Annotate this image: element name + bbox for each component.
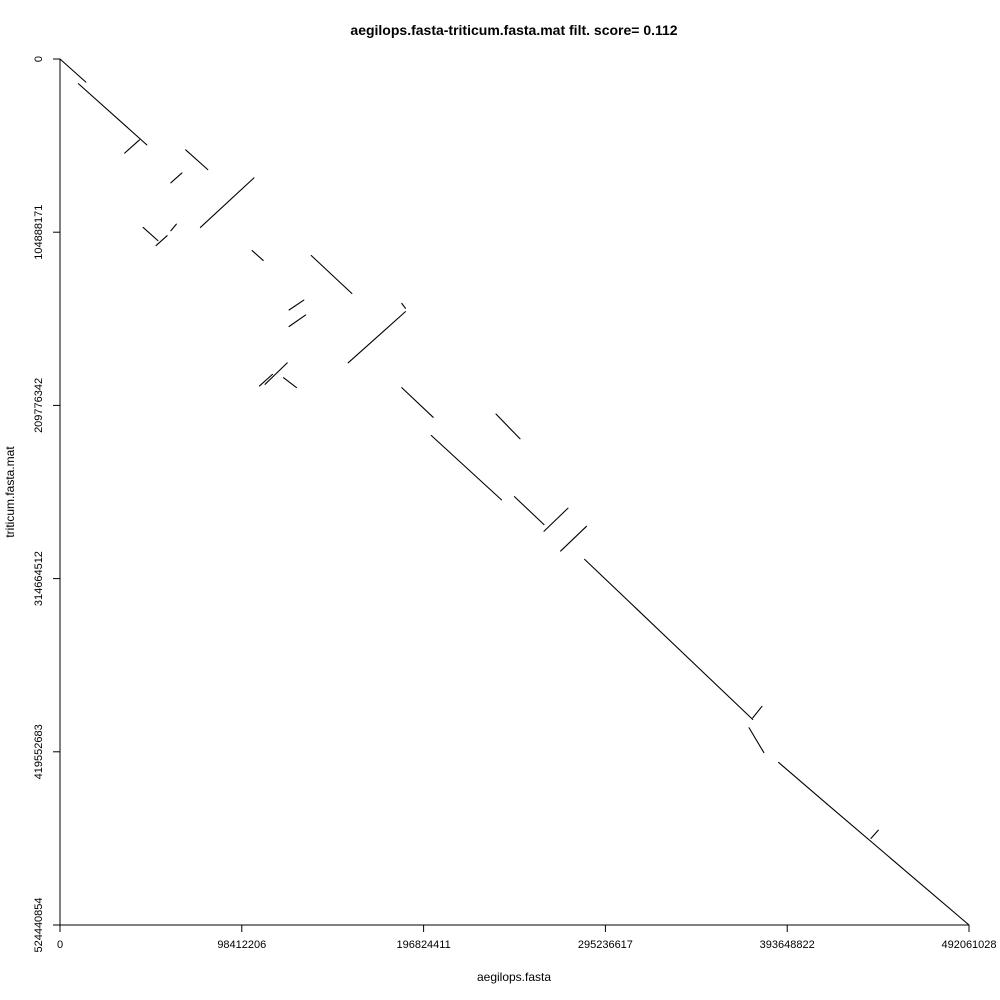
alignment-segment xyxy=(170,223,177,232)
x-tick-label: 492061028 xyxy=(941,939,996,951)
y-tick-label: 209776342 xyxy=(33,378,45,433)
alignment-segment xyxy=(251,249,264,262)
alignment-segment xyxy=(347,311,407,364)
y-tick-label: 524440854 xyxy=(33,897,45,952)
alignment-segment xyxy=(748,727,765,754)
alignment-segment xyxy=(870,829,879,839)
alignment-segment xyxy=(752,705,763,719)
alignment-segment xyxy=(282,377,298,389)
x-axis-label: aegilops.fasta xyxy=(477,970,551,984)
alignment-segment xyxy=(495,413,521,440)
chart-title: aegilops.fasta-triticum.fasta.mat filt. … xyxy=(350,22,677,38)
alignment-segment xyxy=(288,314,307,328)
alignment-segment xyxy=(310,254,353,295)
alignment-segment xyxy=(77,83,148,146)
x-tick-label: 98412206 xyxy=(217,939,266,951)
alignment-segment xyxy=(264,362,288,385)
alignment-segment xyxy=(560,525,588,552)
x-axis-ticks: 0 98412206 196824411 295236617 393648822 4920… xyxy=(57,925,997,951)
alignment-segment xyxy=(185,149,209,171)
alignment-segment xyxy=(584,558,754,721)
alignment-segment xyxy=(258,373,273,387)
alignment-segment xyxy=(401,387,434,418)
y-tick-label: 104888171 xyxy=(33,205,45,260)
alignment-segment xyxy=(778,761,828,805)
y-tick-label: 0 xyxy=(33,56,45,62)
alignment-segment xyxy=(124,139,140,154)
y-tick-label: 314664512 xyxy=(33,551,45,606)
alignment-segment xyxy=(543,507,569,532)
alignment-segment xyxy=(59,58,87,83)
y-axis-ticks: 0 104888171 209776342 314664512 419552683 524… xyxy=(33,56,60,953)
alignment-segment xyxy=(826,803,970,926)
alignment-segment xyxy=(401,302,407,309)
alignment-segment xyxy=(513,496,545,526)
x-tick-label: 295236617 xyxy=(578,939,633,951)
alignment-segment xyxy=(430,434,503,501)
x-tick-label: 196824411 xyxy=(396,939,450,951)
y-axis-label: triticum.fasta.mat xyxy=(3,446,17,538)
alignment-segment xyxy=(199,177,255,228)
y-tick-label: 419552683 xyxy=(33,724,45,779)
alignment-segment xyxy=(170,172,183,184)
alignment-segment xyxy=(155,235,168,247)
x-tick-label: 393648822 xyxy=(760,939,815,951)
alignment-segment xyxy=(288,299,305,311)
alignment-segment xyxy=(142,226,159,242)
alignment-segments xyxy=(59,58,970,926)
x-tick-label: 0 xyxy=(57,939,63,951)
